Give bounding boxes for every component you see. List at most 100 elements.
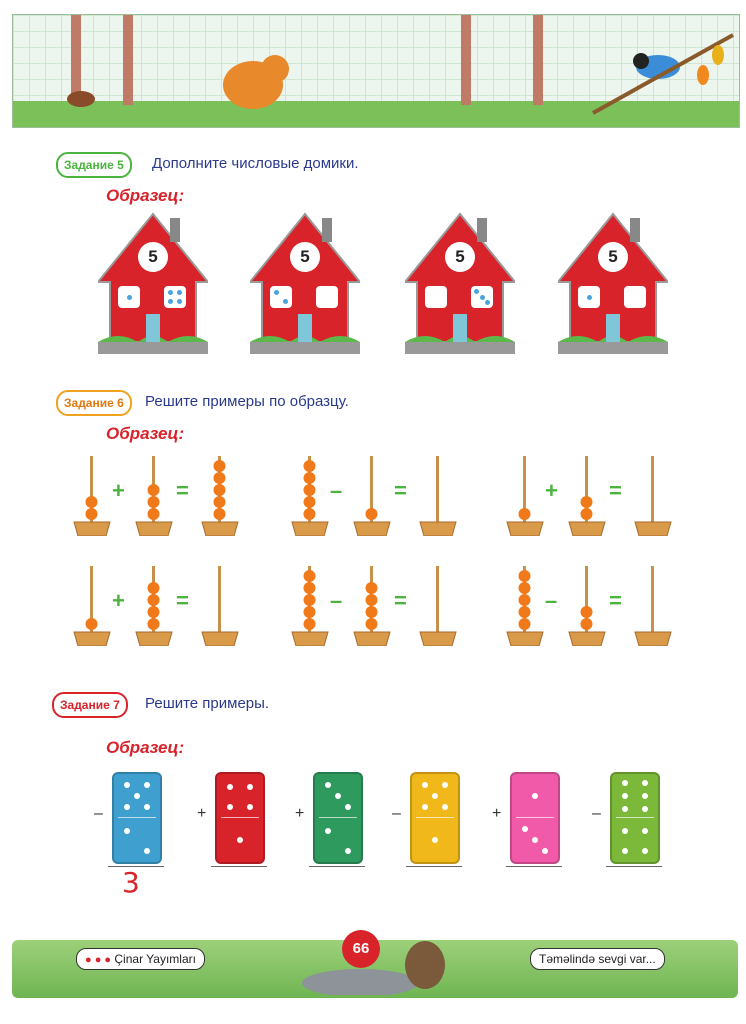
domino-dot <box>124 804 130 810</box>
abacus <box>352 456 392 537</box>
bead <box>213 472 226 484</box>
bead <box>303 508 316 520</box>
domino-dot <box>335 793 341 799</box>
domino-dot <box>144 782 150 788</box>
dice-box[interactable] <box>578 286 600 308</box>
bead <box>365 508 378 520</box>
bead <box>518 582 531 594</box>
domino-tile <box>610 772 660 864</box>
dice-box[interactable] <box>471 286 493 308</box>
rock-hedgehog-illustration <box>302 941 445 995</box>
answer-line[interactable] <box>506 866 562 867</box>
dice-dot <box>485 300 490 305</box>
answer-line[interactable] <box>108 866 164 867</box>
bead <box>303 594 316 606</box>
abacus <box>290 566 330 647</box>
abacus <box>505 566 545 647</box>
task7-sample-label: Образец: <box>106 738 185 757</box>
domino-dot <box>532 837 538 843</box>
task6-badge: Задание 6 <box>56 390 132 416</box>
plus-sign: + <box>197 805 207 822</box>
domino-dot <box>422 804 428 810</box>
house-number: 5 <box>290 242 320 272</box>
number-house: 5 <box>95 212 211 362</box>
domino-tile <box>313 772 363 864</box>
bead <box>147 594 160 606</box>
equals-sign: = <box>394 588 407 613</box>
minus-sign: – <box>330 478 343 503</box>
answer-line[interactable] <box>309 866 365 867</box>
domino-dot <box>325 782 331 788</box>
equals-sign: = <box>394 478 407 503</box>
bead <box>303 496 316 508</box>
bead <box>147 496 160 508</box>
domino-dot <box>642 780 648 786</box>
abacus <box>633 566 673 647</box>
dice-dot <box>283 299 288 304</box>
house-number: 5 <box>445 242 475 272</box>
domino-tile <box>112 772 162 864</box>
abacus <box>200 566 240 647</box>
domino-tile <box>215 772 265 864</box>
domino-dot <box>542 848 548 854</box>
domino-dot <box>642 828 648 834</box>
bead <box>580 496 593 508</box>
domino-dot <box>622 848 628 854</box>
bead <box>303 460 316 472</box>
bead <box>365 594 378 606</box>
bead <box>213 460 226 472</box>
abacus <box>505 456 545 537</box>
answer-line[interactable] <box>406 866 462 867</box>
bead <box>365 618 378 630</box>
answer-line[interactable] <box>606 866 662 867</box>
slogan-pill: Təməlində sevgi var... <box>530 948 665 970</box>
bead <box>518 570 531 582</box>
domino-dot <box>432 837 438 843</box>
dice-dot <box>177 299 182 304</box>
empty-box[interactable] <box>624 286 646 308</box>
bead <box>303 472 316 484</box>
bead <box>518 594 531 606</box>
task6-sample-label: Образец: <box>106 424 185 443</box>
task6-instruction: Решите примеры по образцу. <box>145 393 349 410</box>
number-house: 5 <box>247 212 363 362</box>
domino-dot <box>247 784 253 790</box>
plus-sign: + <box>112 478 125 503</box>
bead <box>518 606 531 618</box>
empty-box[interactable] <box>425 286 447 308</box>
answer-line[interactable] <box>211 866 267 867</box>
bead <box>518 508 531 520</box>
bead <box>303 618 316 630</box>
bead <box>365 582 378 594</box>
bead <box>213 496 226 508</box>
domino-dot <box>642 806 648 812</box>
abacus <box>134 566 174 647</box>
task5-instruction: Дополните числовые домики. <box>152 155 359 172</box>
domino-dot <box>442 782 448 788</box>
task5-badge: Задание 5 <box>56 152 132 178</box>
domino-dot <box>642 848 648 854</box>
domino-dot <box>325 828 331 834</box>
domino-dot <box>345 848 351 854</box>
dice-box[interactable] <box>270 286 292 308</box>
bead <box>147 484 160 496</box>
abacus <box>134 456 174 537</box>
empty-box[interactable] <box>316 286 338 308</box>
dice-box[interactable] <box>118 286 140 308</box>
bead <box>213 484 226 496</box>
bead <box>85 618 98 630</box>
dice-dot <box>168 290 173 295</box>
bead <box>147 606 160 618</box>
domino-dot <box>622 828 628 834</box>
domino-dot <box>237 837 243 843</box>
minus-sign: – <box>94 805 103 822</box>
bead <box>303 582 316 594</box>
domino-dot <box>522 826 528 832</box>
domino-dot <box>227 804 233 810</box>
social-icons: ● ● ● <box>85 954 112 966</box>
dice-dot <box>474 289 479 294</box>
domino-dot <box>124 782 130 788</box>
abacus <box>200 456 240 537</box>
dice-box[interactable] <box>164 286 186 308</box>
domino-dot <box>622 793 628 799</box>
